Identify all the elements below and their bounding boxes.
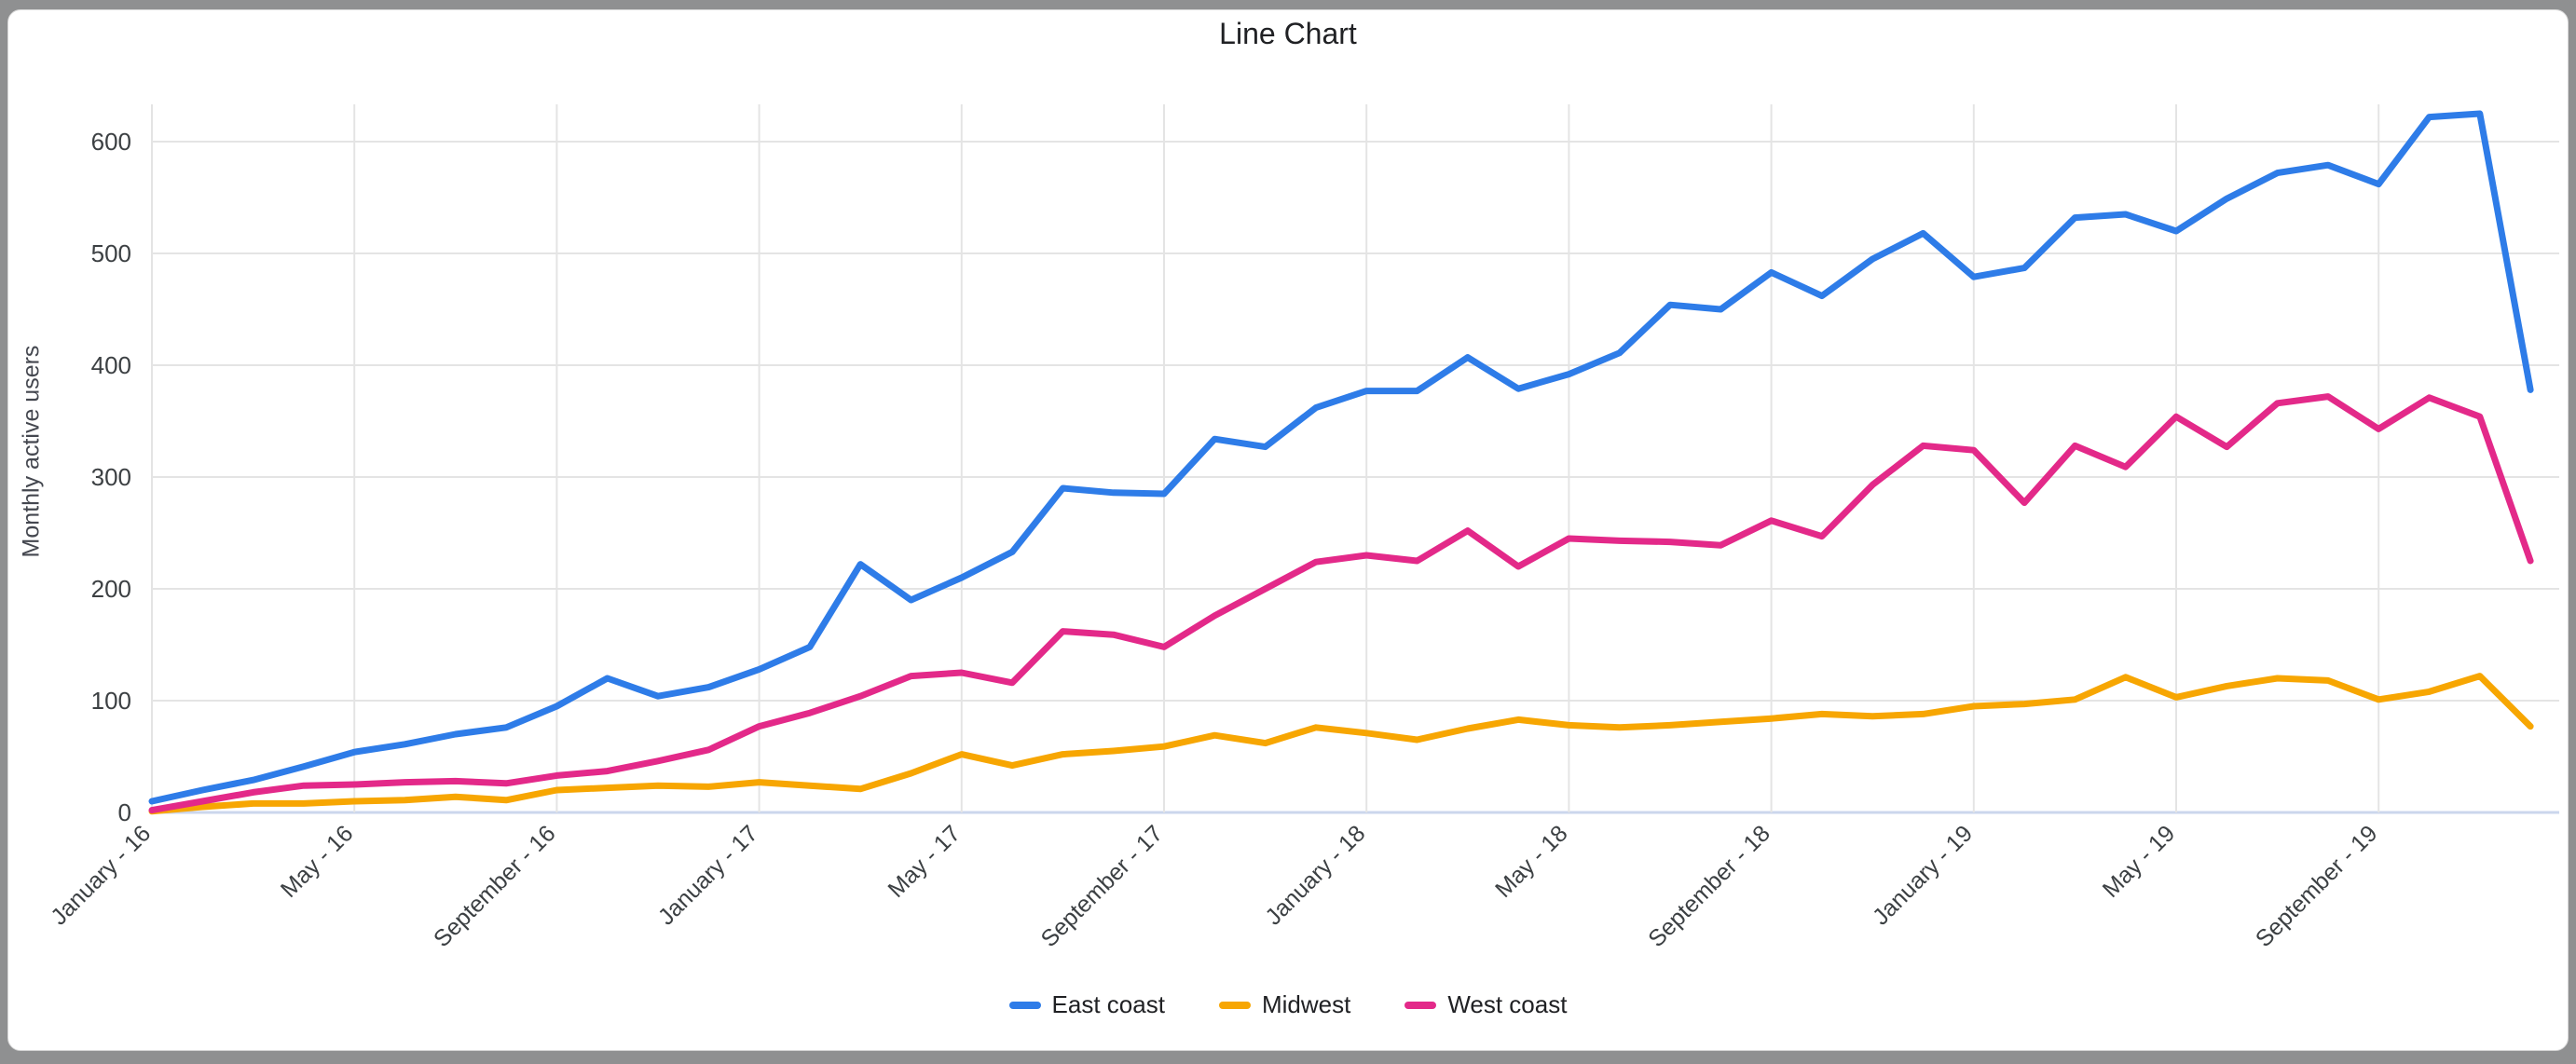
x-tick-label: May - 16 [276,820,359,903]
x-tick-label: January - 18 [1260,820,1370,930]
x-tick-label: January - 17 [653,820,763,930]
x-tick-label: May - 19 [2098,820,2181,903]
x-tick-label: September - 16 [429,820,561,952]
series-line-midwest[interactable] [148,673,2534,815]
legend-label: Midwest [1261,990,1351,1018]
y-tick-label: 400 [91,351,131,379]
x-tick-label: January - 16 [46,820,156,930]
legend-item-west-coast[interactable]: West coast [1404,990,1567,1019]
x-tick-label: May - 17 [883,820,966,903]
series-line-west-coast[interactable] [148,393,2534,814]
chart-legend: East coast Midwest West coast [0,990,2576,1019]
x-tick-label: September - 19 [2251,820,2383,952]
y-tick-label: 100 [91,687,131,715]
legend-item-east-coast[interactable]: East coast [1008,990,1165,1019]
y-tick-label: 300 [91,463,131,491]
chart-title: Line Chart [1219,17,1357,50]
legend-item-midwest[interactable]: Midwest [1218,990,1351,1019]
x-tick-label: January - 19 [1868,820,1978,930]
y-tick-label: 600 [91,128,131,156]
series-line-east-coast[interactable] [148,110,2534,805]
legend-swatch-icon [1008,1001,1041,1009]
chart-card [7,9,2569,1051]
y-tick-label: 200 [91,575,131,603]
x-tick-label: May - 18 [1490,820,1573,903]
y-tick-label: 500 [91,239,131,267]
legend-label: West coast [1447,990,1568,1018]
legend-swatch-icon [1218,1001,1251,1009]
legend-swatch-icon [1404,1001,1437,1009]
x-tick-label: September - 17 [1036,820,1169,952]
y-tick-label: 0 [118,798,131,826]
legend-label: East coast [1051,990,1165,1018]
x-tick-label: September - 18 [1643,820,1775,952]
